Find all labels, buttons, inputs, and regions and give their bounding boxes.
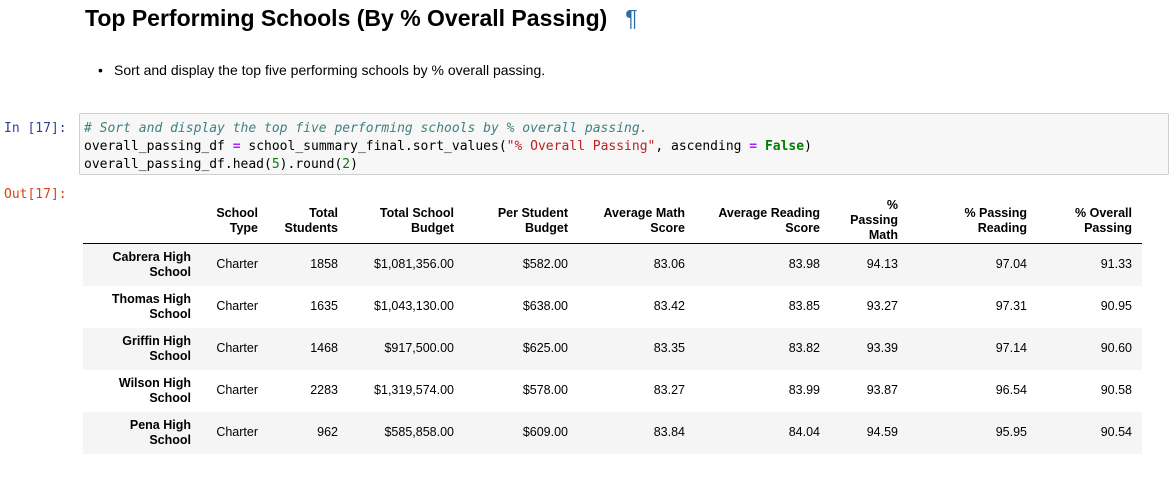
table-cell: $917,500.00 (384, 341, 454, 355)
table-cell: 83.82 (788, 341, 820, 355)
table-cell: 90.60 (1100, 341, 1132, 355)
bullet-dot-icon: • (98, 62, 103, 78)
table-row: Griffin High School Charter 1468 $917,500… (83, 327, 1142, 370)
table-cell: 83.27 (653, 383, 685, 397)
row-index-label: Thomas High School (111, 291, 191, 321)
heading-title: Top Performing Schools (By % Overall Pas… (85, 5, 608, 31)
code-string: "% Overall Passing" (506, 139, 656, 154)
column-header-avg-math: Average Math Score (578, 198, 695, 244)
table-cell: 1635 (310, 299, 338, 313)
table-row: Wilson High School Charter 2283 $1,319,57… (83, 370, 1142, 412)
table-cell: $1,043,130.00 (374, 299, 454, 313)
table-cell: 90.95 (1100, 299, 1132, 313)
table-cell: 1468 (310, 341, 338, 355)
code-token: ).round( (279, 157, 343, 172)
table-cell: 83.85 (788, 299, 820, 313)
table-cell: $578.00 (522, 383, 568, 397)
code-token: ) (804, 139, 812, 154)
table-cell: 1858 (310, 257, 338, 272)
code-operator: = (749, 139, 758, 154)
code-operator: = (232, 139, 241, 154)
table-header-row: School Type Total Students Total School Bud… (83, 198, 1142, 244)
table-cell: 93.27 (866, 299, 898, 313)
table-cell: $582.00 (522, 257, 568, 272)
code-keyword: False (764, 139, 805, 154)
code-token: ) (350, 157, 358, 172)
markdown-bullet: • Sort and display the top five performin… (98, 61, 545, 79)
row-index-label: Cabrera High School (112, 249, 192, 279)
table-cell: 93.39 (866, 341, 898, 355)
table-cell: 83.84 (653, 425, 685, 439)
table-cell: 962 (317, 425, 338, 439)
table-cell: 91.33 (1100, 257, 1132, 272)
table-cell: 95.95 (995, 425, 1027, 439)
table-row: Thomas High School Charter 1635 $1,043,13… (83, 286, 1142, 328)
code-cell-input[interactable]: # Sort and display the top five performi… (79, 113, 1169, 175)
column-header-total-students: Total Students (268, 198, 348, 244)
column-header-per-student-budget: Per Student Budget (464, 198, 578, 244)
table-cell: $585,858.00 (384, 425, 454, 439)
table-cell: $625.00 (522, 341, 568, 355)
row-index-label: Wilson High School (118, 375, 191, 405)
table-cell: 83.35 (653, 341, 685, 355)
row-index-label: Pena High School (129, 417, 191, 447)
table-cell: $638.00 (522, 299, 568, 313)
anchor-link-icon[interactable]: ¶ (625, 5, 638, 31)
code-number: 5 (271, 157, 280, 172)
table-cell: $1,081,356.00 (374, 257, 454, 272)
column-header-avg-reading: Average Reading Score (695, 198, 830, 244)
input-prompt: In [17]: (4, 121, 67, 136)
column-header-pct-reading: % Passing Reading (908, 198, 1037, 244)
table-cell: Charter (216, 299, 258, 313)
output-prompt: Out[17]: (4, 187, 67, 202)
table-cell: 83.98 (788, 257, 820, 272)
row-index-label: Griffin High School (122, 333, 191, 363)
code-token (757, 139, 765, 154)
table-cell: 97.31 (995, 299, 1027, 313)
code-comment: # Sort and display the top five performi… (84, 121, 648, 136)
code-number: 2 (342, 157, 351, 172)
column-header-pct-math: % Passing Math (830, 198, 908, 244)
markdown-heading: Top Performing Schools (By % Overall Pas… (85, 4, 638, 32)
dataframe-table: School Type Total Students Total School Bud… (83, 198, 1142, 454)
code-token: overall_passing_df.head( (84, 157, 272, 172)
table-cell: 2283 (310, 383, 338, 397)
table-cell: Charter (216, 341, 258, 355)
table-cell: 97.14 (995, 341, 1027, 355)
table-cell: 97.04 (995, 257, 1027, 272)
table-row: Pena High School Charter 962 $585,858.00 … (83, 411, 1142, 454)
table-cell: 94.13 (866, 257, 898, 272)
code-token: school_summary_final.sort_values( (240, 139, 507, 154)
table-cell: $609.00 (522, 425, 568, 439)
code-line-2: overall_passing_df = school_summary_fina… (84, 138, 1168, 156)
code-line-1: # Sort and display the top five performi… (84, 120, 1168, 138)
table-cell: 83.99 (788, 383, 820, 397)
table-cell: $1,319,574.00 (374, 383, 454, 397)
table-cell: 96.54 (995, 383, 1027, 397)
table-cell: 83.42 (653, 299, 685, 313)
table-cell: 90.58 (1100, 383, 1132, 397)
code-token: , ascending (655, 139, 750, 154)
column-header-school-type: School Type (201, 198, 268, 244)
table-cell: Charter (216, 383, 258, 397)
code-line-3: overall_passing_df.head(5).round(2) (84, 156, 1168, 174)
table-cell: 90.54 (1100, 425, 1132, 439)
table-cell: 84.04 (788, 425, 820, 439)
table-row: Cabrera High School Charter 1858 $1,081,3… (83, 243, 1142, 286)
table-cell: 93.87 (866, 383, 898, 397)
code-token: overall_passing_df (84, 139, 233, 154)
table-cell: Charter (216, 257, 258, 272)
bullet-text: Sort and display the top five performing… (114, 62, 546, 78)
column-header-pct-overall: % Overall Passing (1037, 198, 1142, 244)
table-cell: Charter (216, 425, 258, 439)
table-cell: 83.06 (653, 257, 685, 272)
column-header-total-budget: Total School Budget (348, 198, 464, 244)
table-cell: 94.59 (866, 425, 898, 439)
column-header-index (83, 198, 201, 244)
